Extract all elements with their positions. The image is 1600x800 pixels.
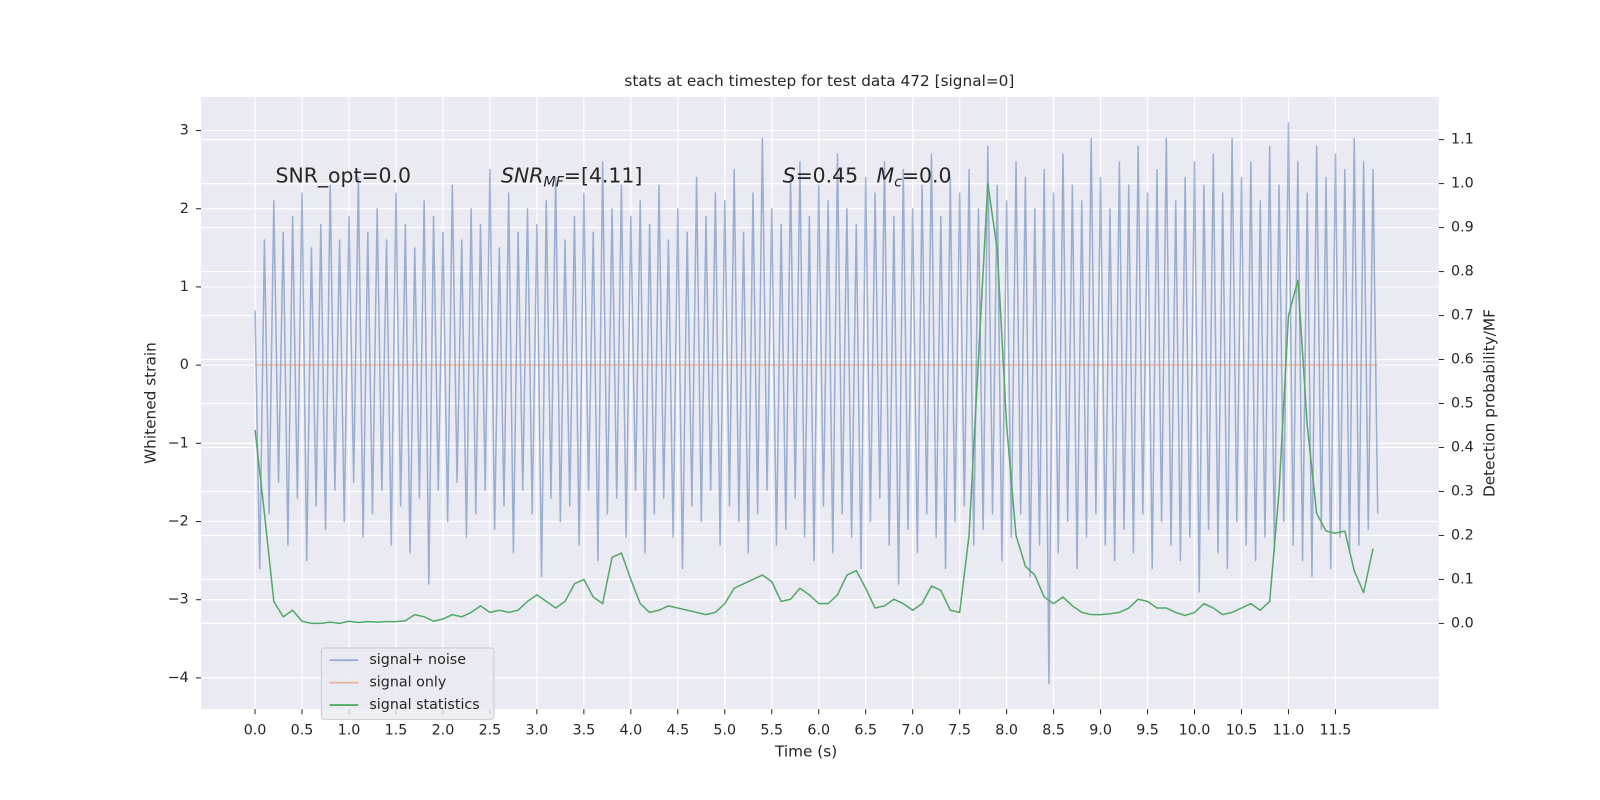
- y2-tick-label: 0.4: [1451, 439, 1474, 455]
- x-tick-label: 6.5: [854, 723, 877, 739]
- annotation: S=0.45: [783, 164, 858, 188]
- x-tick-label: 1.5: [385, 723, 408, 739]
- legend-label: signal only: [369, 675, 446, 691]
- x-tick-label: 3.5: [573, 723, 596, 739]
- x-tick-label: 2.5: [479, 723, 502, 739]
- x-tick-label: 0.5: [291, 723, 314, 739]
- x-tick-label: 7.0: [901, 723, 924, 739]
- x-tick-label: 2.0: [432, 723, 455, 739]
- y2-tick-label: 1.1: [1451, 132, 1474, 148]
- y-tick-label: −1: [168, 435, 189, 451]
- y2-tick-label: 0.9: [1451, 220, 1474, 236]
- annotation-subscript: MF: [543, 175, 564, 191]
- annotation-base: SNR: [501, 164, 543, 188]
- x-tick-label: 7.5: [948, 723, 971, 739]
- y-tick-label: −2: [168, 514, 189, 530]
- y2-tick-label: 0.6: [1451, 352, 1474, 368]
- x-axis-label: Time (s): [774, 743, 837, 761]
- x-tick-label: 8.0: [995, 723, 1018, 739]
- y2-tick-label: 0.1: [1451, 571, 1474, 587]
- y2-tick-label: 0.7: [1451, 308, 1474, 324]
- annotation-rest: =0.45: [796, 164, 859, 188]
- y-tick-label: 1: [180, 279, 189, 295]
- legend-label: signal statistics: [369, 697, 479, 713]
- x-tick-label: 5.5: [760, 723, 783, 739]
- x-tick-label: 11.5: [1320, 723, 1352, 739]
- annotation: Mc=0.0: [877, 164, 952, 191]
- x-tick-label: 9.0: [1089, 723, 1112, 739]
- legend: signal+ noise signal only signal statistic…: [320, 647, 495, 720]
- y2-tick-label: 1.0: [1451, 176, 1474, 192]
- annotation-rest: =0.0: [902, 164, 952, 188]
- y2-tick-label: 0.8: [1451, 264, 1474, 280]
- y-tick-label: −3: [168, 592, 189, 608]
- annotation: SNRMF=[4.11]: [501, 164, 642, 191]
- x-tick-label: 1.0: [338, 723, 361, 739]
- y2-tick-label: 0.2: [1451, 527, 1474, 543]
- annotation-base: S: [783, 164, 796, 188]
- x-tick-label: 0.0: [244, 723, 267, 739]
- legend-label: signal+ noise: [369, 652, 466, 668]
- y-tick-label: 3: [180, 123, 189, 139]
- y2-axis-label: Detection probability/MF: [1480, 309, 1498, 497]
- series-line: [254, 121, 1379, 685]
- annotation-subscript: c: [894, 175, 902, 191]
- x-tick-label: 5.0: [713, 723, 736, 739]
- legend-box: [320, 647, 495, 720]
- x-tick-label: 6.0: [807, 723, 830, 739]
- x-tick-label: 4.5: [666, 723, 689, 739]
- chart-title: stats at each timestep for test data 472…: [624, 72, 1014, 90]
- x-tick-label: 11.0: [1273, 723, 1305, 739]
- series-line: [254, 182, 1374, 625]
- x-tick-label: 10.0: [1179, 723, 1211, 739]
- annotation-rest: =[4.11]: [564, 164, 642, 188]
- x-tick-label: 3.0: [526, 723, 549, 739]
- annotation: SNR_opt=0.0: [276, 164, 412, 189]
- plot-area: [201, 96, 1439, 710]
- y-tick-label: 2: [180, 201, 189, 217]
- y-tick-label: 0: [180, 357, 189, 373]
- x-tick-label: 9.5: [1136, 723, 1159, 739]
- y2-tick-label: 0.0: [1451, 615, 1474, 631]
- x-tick-label: 10.5: [1226, 723, 1258, 739]
- x-tick-label: 8.5: [1042, 723, 1065, 739]
- y-axis-label: Whitened strain: [142, 342, 160, 464]
- x-tick-label: 4.0: [619, 723, 642, 739]
- annotation-base: M: [877, 164, 895, 188]
- y2-tick-label: 0.5: [1451, 396, 1474, 412]
- y2-tick-label: 0.3: [1451, 483, 1474, 499]
- y-tick-label: −4: [168, 670, 189, 686]
